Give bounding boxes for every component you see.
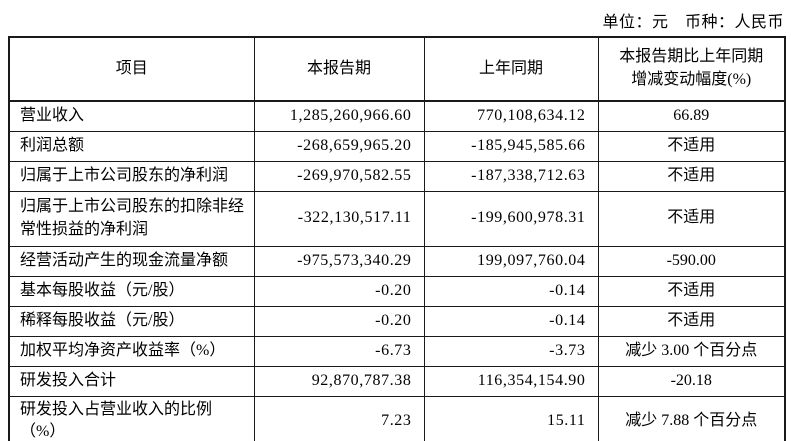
item-label-cell: 经营活动产生的现金流量净额 [8,245,255,277]
header-item: 项目 [8,36,255,102]
change-cell: 66.89 [597,100,786,132]
prior-period-cell: -3.73 [423,335,599,367]
current-period-cell: -268,659,965.20 [253,130,425,162]
current-period-cell: -6.73 [253,335,425,367]
key-financials-table: 项目 本报告期 上年同期 本报告期比上年同期增减变动幅度(%) 营业收入 1,28… [8,36,786,441]
item-label-cell: 归属于上市公司股东的净利润 [8,160,255,192]
table-row: 归属于上市公司股东的净利润 -269,970,582.55 -187,338,712… [8,160,786,192]
prior-period-cell: -199,600,978.31 [423,190,599,247]
item-label-cell: 营业收入 [8,100,255,132]
item-label-cell: 研发投入占营业收入的比例（%） [8,395,255,441]
item-label-cell: 稀释每股收益（元/股） [8,305,255,337]
unit-currency-note: 单位：元 币种：人民币 [602,14,784,31]
change-cell: -590.00 [597,245,786,277]
item-label-cell: 利润总额 [8,130,255,162]
table-row: 经营活动产生的现金流量净额 -975,573,340.29 199,097,760.… [8,245,786,277]
current-period-cell: -0.20 [253,305,425,337]
header-change: 本报告期比上年同期增减变动幅度(%) [597,36,786,102]
prior-period-cell: -0.14 [423,305,599,337]
prior-period-cell: 116,354,154.90 [423,365,599,397]
table-row: 营业收入 1,285,260,966.60 770,108,634.12 66.89 [8,100,786,132]
prior-period-cell: -0.14 [423,275,599,307]
table-row: 基本每股收益（元/股） -0.20 -0.14 不适用 [8,275,786,307]
current-period-cell: -269,970,582.55 [253,160,425,192]
header-row: 项目 本报告期 上年同期 本报告期比上年同期增减变动幅度(%) [8,36,786,102]
prior-period-cell: 199,097,760.04 [423,245,599,277]
change-cell: 减少 7.88 个百分点 [597,395,786,441]
item-label-cell: 归属于上市公司股东的扣除非经常性损益的净利润 [8,190,255,247]
table-row: 利润总额 -268,659,965.20 -185,945,585.66 不适用 [8,130,786,162]
table-body: 营业收入 1,285,260,966.60 770,108,634.12 66.89 利… [8,100,786,441]
item-label-cell: 加权平均净资产收益率（%） [8,335,255,367]
change-cell: 不适用 [597,160,786,192]
prior-period-cell: 15.11 [423,395,599,441]
change-cell: 不适用 [597,130,786,162]
current-period-cell: -0.20 [253,275,425,307]
prior-period-cell: -187,338,712.63 [423,160,599,192]
change-cell: 减少 3.00 个百分点 [597,335,786,367]
current-period-cell: -975,573,340.29 [253,245,425,277]
change-cell: -20.18 [597,365,786,397]
table-row: 研发投入合计 92,870,787.38 116,354,154.90 -20.18 [8,365,786,397]
item-label-cell: 研发投入合计 [8,365,255,397]
prior-period-cell: -185,945,585.66 [423,130,599,162]
prior-period-cell: 770,108,634.12 [423,100,599,132]
table-row: 加权平均净资产收益率（%） -6.73 -3.73 减少 3.00 个百分点 [8,335,786,367]
table-header: 项目 本报告期 上年同期 本报告期比上年同期增减变动幅度(%) [8,36,786,102]
header-current-period: 本报告期 [253,36,425,102]
change-cell: 不适用 [597,190,786,247]
current-period-cell: -322,130,517.11 [253,190,425,247]
table-row: 归属于上市公司股东的扣除非经常性损益的净利润 -322,130,517.11 -19… [8,190,786,247]
change-cell: 不适用 [597,275,786,307]
table-row: 研发投入占营业收入的比例（%） 7.23 15.11 减少 7.88 个百分点 [8,395,786,441]
current-period-cell: 7.23 [253,395,425,441]
current-period-cell: 1,285,260,966.60 [253,100,425,132]
header-prior-period: 上年同期 [423,36,599,102]
table-row: 稀释每股收益（元/股） -0.20 -0.14 不适用 [8,305,786,337]
current-period-cell: 92,870,787.38 [253,365,425,397]
change-cell: 不适用 [597,305,786,337]
item-label-cell: 基本每股收益（元/股） [8,275,255,307]
